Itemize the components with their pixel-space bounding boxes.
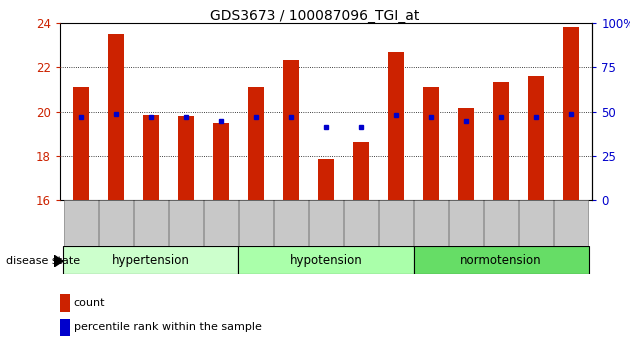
Bar xyxy=(318,159,334,200)
Bar xyxy=(379,200,413,246)
Bar xyxy=(64,200,98,246)
Bar xyxy=(493,82,509,200)
Bar xyxy=(413,246,588,274)
Bar xyxy=(248,87,264,200)
Bar xyxy=(283,59,299,200)
Bar xyxy=(108,34,123,200)
Bar xyxy=(99,200,133,246)
Bar xyxy=(309,200,343,246)
Text: count: count xyxy=(74,298,105,308)
Bar xyxy=(484,200,518,246)
Text: normotension: normotension xyxy=(461,254,542,267)
Text: hypertension: hypertension xyxy=(112,254,190,267)
Bar xyxy=(73,87,89,200)
Bar xyxy=(213,122,229,200)
Bar xyxy=(423,87,439,200)
Bar xyxy=(414,200,449,246)
Bar xyxy=(458,108,474,200)
Bar xyxy=(554,200,588,246)
Bar xyxy=(64,246,239,274)
Text: GDS3673 / 100087096_TGI_at: GDS3673 / 100087096_TGI_at xyxy=(210,9,420,23)
Bar xyxy=(239,246,413,274)
Bar xyxy=(143,115,159,200)
Bar xyxy=(449,200,483,246)
Bar xyxy=(274,200,308,246)
Bar xyxy=(134,200,168,246)
Bar xyxy=(353,142,369,200)
Bar xyxy=(529,76,544,200)
Bar xyxy=(178,116,194,200)
Bar xyxy=(563,27,579,200)
Bar xyxy=(519,200,553,246)
Bar xyxy=(169,200,203,246)
Bar xyxy=(203,200,238,246)
Bar xyxy=(388,52,404,200)
Text: percentile rank within the sample: percentile rank within the sample xyxy=(74,322,261,332)
Bar xyxy=(344,200,378,246)
Bar xyxy=(239,200,273,246)
Text: disease state: disease state xyxy=(6,256,81,266)
Text: hypotension: hypotension xyxy=(290,254,362,267)
Polygon shape xyxy=(54,255,63,267)
